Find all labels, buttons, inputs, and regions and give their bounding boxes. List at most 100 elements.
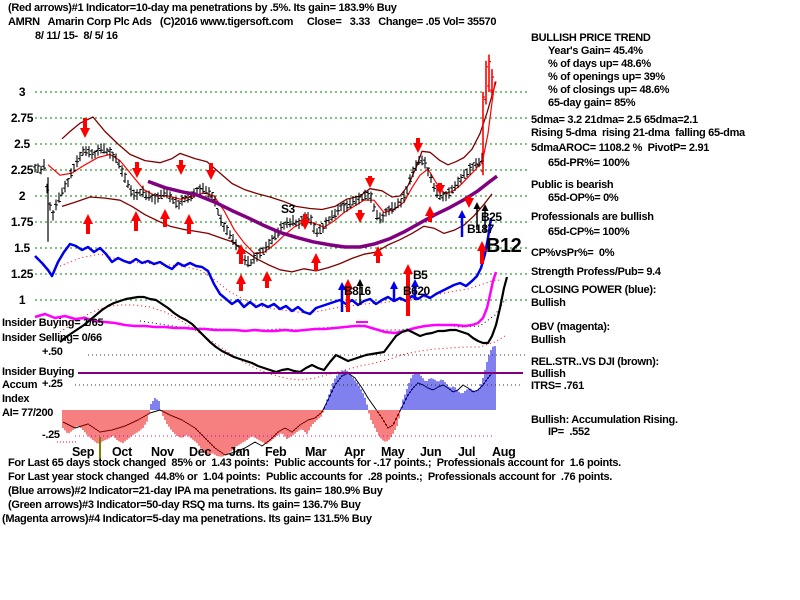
right-panel-line: 65d-PR%= 100% <box>548 157 630 169</box>
month-label: Jan <box>229 445 250 459</box>
price-spike-red-bars <box>481 54 494 176</box>
red-up-arrow <box>184 214 194 234</box>
red-down-arrow <box>464 196 474 208</box>
left-label: Insider Buying <box>2 366 75 378</box>
month-label: Mar <box>305 445 327 459</box>
price-gridlines <box>35 91 528 301</box>
right-panel-line: CLOSING POWER (blue): <box>531 284 657 296</box>
red-up-arrow <box>83 214 93 234</box>
right-panel-line: Rising 5-dma rising 21-dma falling 65-dm… <box>531 127 745 139</box>
red-up-arrow <box>160 209 170 227</box>
right-panel-line: 65-day gain= 85% <box>548 97 636 109</box>
month-label: May <box>381 445 405 459</box>
y-axis-label: 2 <box>18 189 26 203</box>
black-up-arrow <box>473 202 481 230</box>
y-axis-label: 2.25 <box>10 163 34 177</box>
red-down-arrow <box>355 210 365 223</box>
blue-up-arrow <box>390 281 398 302</box>
red-down-arrow <box>365 176 375 188</box>
right-panel-line: Strength Profess/Pub= 9.4 <box>531 266 661 278</box>
red-up-arrow <box>425 206 435 222</box>
red-down-arrow <box>132 162 142 178</box>
reference-segments <box>57 321 528 460</box>
price-bars <box>33 143 484 268</box>
red-up-arrow <box>477 241 487 264</box>
red-up-arrow <box>236 274 246 291</box>
left-label: Insider Buying= 1/65 <box>2 317 104 329</box>
red-down-arrow <box>413 138 423 153</box>
y-axis-label: 1.75 <box>10 215 34 229</box>
signal-label-b816: B816 <box>344 284 371 298</box>
red-down-arrow <box>435 183 445 195</box>
red-down-arrow <box>206 163 216 180</box>
red-up-arrow <box>236 244 246 264</box>
month-label: Jun <box>420 445 442 459</box>
y-axis-label: 1.25 <box>10 267 34 281</box>
left-label: Insider Selling= 0/66 <box>2 332 102 344</box>
left-label: +.25 <box>42 378 63 390</box>
right-panel-line: 5dmaAROC= 1108.2 % PivotP= 2.91 <box>531 142 710 154</box>
right-panel-line: Professionals are bullish <box>531 211 654 223</box>
month-label: Feb <box>265 445 287 459</box>
right-panel-line: Bullish: Accumulation Rising. <box>531 414 678 426</box>
right-panel-line: % of days up= 48.6% <box>548 58 651 70</box>
indicator-lines <box>47 81 506 456</box>
y-axis-label: 2.5 <box>14 137 30 151</box>
signal-label-b25: B25 <box>481 210 502 224</box>
right-panel-line: Public is bearish <box>531 179 614 191</box>
y-axis-label: 1.5 <box>14 241 30 255</box>
month-label: Sep <box>72 445 95 459</box>
month-label: Nov <box>151 445 174 459</box>
left-label: Index <box>2 393 30 405</box>
red-down-arrow <box>176 160 186 175</box>
right-panel-line: Bullish <box>531 368 566 380</box>
black-up-arrow <box>356 279 364 305</box>
red-down-arrow <box>300 214 310 230</box>
signal-label-b620: B620 <box>403 284 430 298</box>
signal-label-b187: B187 <box>467 222 494 236</box>
accumulation-index-histogram <box>62 346 496 457</box>
red-up-arrow <box>403 264 413 316</box>
right-panel-line: ITRS= .761 <box>531 380 584 392</box>
left-label: -.25 <box>42 429 60 441</box>
bottom-legend-line: (Magenta arrows)#4 Indicator=5-day ma pe… <box>2 513 372 525</box>
date-range: 8/ 11/ 15- 8/ 5/ 16 <box>35 30 118 42</box>
right-panel-line: 65d-OP%= 0% <box>548 192 619 204</box>
right-panel-line: IP= .552 <box>548 426 590 438</box>
black-up-arrow <box>481 204 489 232</box>
red-up-arrow <box>373 246 383 263</box>
left-label: Accum <box>2 379 38 391</box>
month-label: Oct <box>112 445 132 459</box>
blue-up-arrow <box>458 210 466 237</box>
y-axis-label: 2.75 <box>10 111 34 125</box>
red-up-arrow <box>343 279 353 312</box>
bottom-legend-line: For Last year stock changed 44.8% or 1.0… <box>8 471 613 483</box>
right-panel-line: % of openings up= 39% <box>548 71 665 83</box>
month-label: Apr <box>344 445 365 459</box>
blue-up-arrow <box>411 279 419 300</box>
right-panel-line: REL.STR..VS DJI (brown): <box>531 356 659 368</box>
right-panel-line: 5dma= 3.2 21dma= 2.5 65dma=2.1 <box>531 114 698 126</box>
right-panel-line: OBV (magenta): <box>531 321 610 333</box>
signal-label-b12: B12 <box>486 235 522 257</box>
month-label: Jul <box>458 445 476 459</box>
left-label: +.50 <box>42 346 63 358</box>
y-axis-label: 3 <box>18 85 26 99</box>
month-label: Dec <box>189 445 212 459</box>
right-panel-line: BULLISH PRICE TREND <box>531 32 651 44</box>
red-down-arrow <box>80 118 90 138</box>
red-up-arrow <box>131 211 141 231</box>
ticker-title-bar: AMRN Amarin Corp Plc Ads (C)2016 www.tig… <box>8 16 497 28</box>
bottom-legend-line: (Green arrows)#3 Indicator=50-day RSQ ma… <box>8 499 361 511</box>
right-panel-line: Bullish <box>531 334 566 346</box>
signal-arrows <box>80 118 489 316</box>
right-panel-line: Bullish <box>531 297 566 309</box>
bottom-legend-line: For Last 65 days stock changed 85% or 1.… <box>8 457 621 469</box>
right-panel-line: % of closings up= 48.6% <box>548 84 670 96</box>
indicator1-legend: (Red arrows)#1 Indicator=10-day ma penet… <box>8 2 397 14</box>
right-panel-line: 65d-CP%= 100% <box>548 226 630 238</box>
signal-label-b5: B5 <box>413 268 428 282</box>
red-up-arrow <box>262 271 272 288</box>
